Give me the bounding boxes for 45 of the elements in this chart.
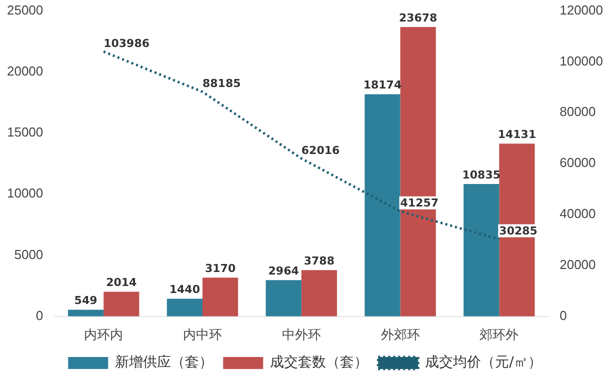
bar (464, 184, 500, 316)
x-tick-label: 内中环 (182, 326, 222, 342)
data-label: 23678 (398, 11, 438, 24)
bar (499, 144, 535, 316)
y2-tick-label: 100000 (560, 53, 604, 68)
data-label: 14131 (498, 128, 536, 142)
y2-tick-label: 60000 (560, 155, 596, 170)
bar (104, 292, 140, 316)
x-tick-label: 外郊环 (380, 326, 420, 342)
y2-tick-label: 120000 (560, 2, 604, 18)
bar (166, 298, 202, 316)
y-tick-label: 5000 (14, 246, 44, 262)
bar (68, 310, 104, 316)
bar (301, 270, 337, 316)
y2-tick-label: 40000 (560, 206, 596, 222)
x-tick-label: 内环内 (84, 326, 124, 342)
data-label: 2014 (106, 276, 138, 290)
y2-tick-label: 20000 (560, 257, 596, 272)
y-tick-label: 0 (36, 308, 44, 323)
x-tick-label: 郊环外 (480, 326, 519, 342)
data-label: 88185 (202, 77, 241, 90)
x-tick-label: 中外环 (282, 326, 321, 342)
y-tick-label: 15000 (6, 124, 44, 140)
bar (202, 278, 238, 316)
data-label: 62016 (301, 144, 340, 157)
data-label: 2964 (268, 264, 300, 278)
legend-label: 新增供应（套） (115, 354, 214, 371)
data-label: 549 (74, 294, 98, 308)
data-label: 1440 (169, 283, 200, 296)
bar (400, 26, 436, 316)
data-label: 41257 (400, 196, 439, 210)
legend-label: 成交均价（元/㎡） (425, 354, 542, 371)
data-label: 103986 (104, 36, 150, 50)
data-label: 30285 (499, 224, 538, 238)
y-tick-label: 20000 (6, 64, 44, 78)
data-label: 3788 (304, 254, 334, 268)
line-series (102, 50, 500, 241)
bar (364, 94, 400, 316)
bar (266, 280, 302, 316)
y2-tick-label: 0 (560, 308, 567, 323)
y2-tick-label: 80000 (560, 104, 596, 120)
y-tick-label: 25000 (6, 2, 44, 18)
y-tick-label: 10000 (6, 186, 44, 201)
data-label: 3170 (204, 262, 236, 276)
legend-label: 成交套数（套） (270, 354, 368, 371)
